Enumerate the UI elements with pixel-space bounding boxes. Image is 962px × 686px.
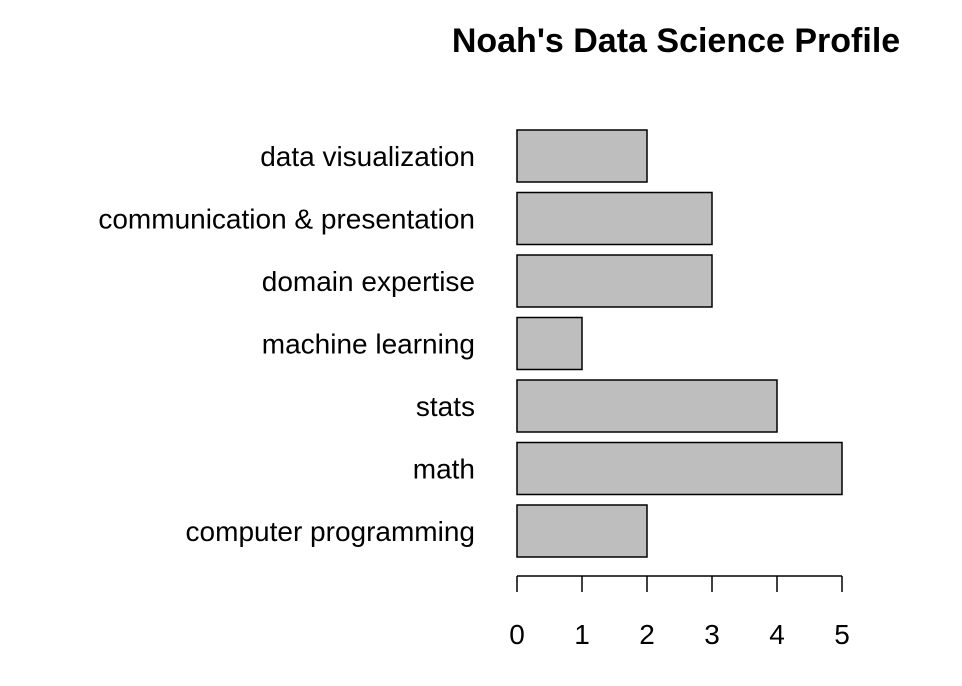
category-label-data-visualization: data visualization xyxy=(260,141,475,172)
category-labels: computer programming math stats machine lea… xyxy=(98,141,475,547)
x-tick-label-5: 5 xyxy=(834,619,850,650)
x-tick-label-1: 1 xyxy=(574,619,590,650)
bar-stats xyxy=(516,379,778,433)
bar-communication-and-presentation xyxy=(516,191,713,246)
x-tick-label-0: 0 xyxy=(509,619,525,650)
category-label-computer-programming: computer programming xyxy=(186,516,475,547)
bar-math xyxy=(516,441,843,496)
category-label-machine-learning: machine learning xyxy=(262,329,475,360)
bar-data-visualization xyxy=(516,129,648,183)
x-tick-label-2: 2 xyxy=(639,619,655,650)
bars-group xyxy=(516,129,843,558)
bar-machine-learning xyxy=(516,316,583,371)
category-label-domain-expertise: domain expertise xyxy=(262,266,475,297)
category-label-communication-and-presentation: communication & presentation xyxy=(98,204,475,235)
x-tick-label-4: 4 xyxy=(769,619,785,650)
bar-domain-expertise xyxy=(516,254,713,308)
chart-title: Noah's Data Science Profile xyxy=(452,22,900,60)
x-tick-label-3: 3 xyxy=(704,619,720,650)
bar-computer-programming xyxy=(516,504,648,558)
category-label-stats: stats xyxy=(416,391,475,422)
category-label-math: math xyxy=(413,454,475,485)
x-axis: 0 1 2 3 4 5 xyxy=(509,575,850,650)
